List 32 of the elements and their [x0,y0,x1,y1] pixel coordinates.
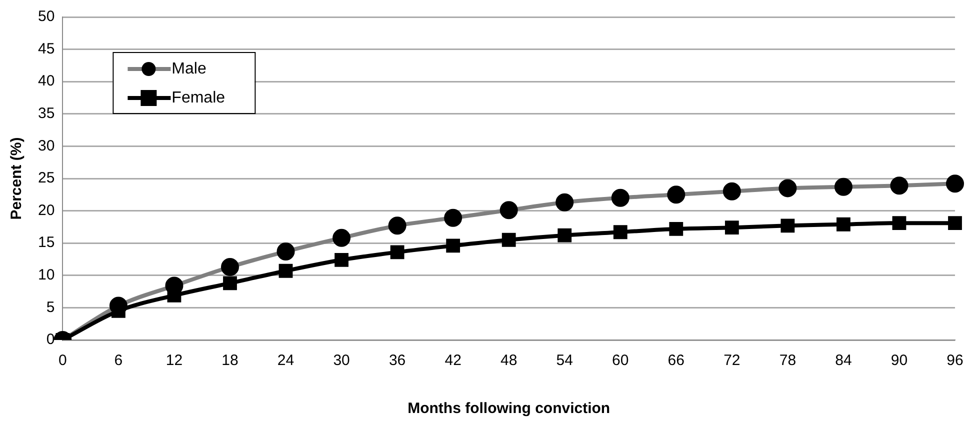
y-tick-label: 45 [38,40,55,58]
x-tick-label: 36 [388,352,406,370]
legend-label: Male [172,60,206,78]
x-tick-label: 6 [114,352,123,370]
x-tick-label: 66 [668,352,684,370]
x-tick-label: 42 [444,352,462,370]
x-tick-label: 30 [333,352,350,370]
x-tick-label: 24 [277,352,294,370]
x-tick-label: 18 [222,352,238,370]
x-tick-label: 60 [612,352,629,370]
y-tick-label: 35 [38,105,55,122]
x-tick-label: 54 [556,352,573,370]
x-tick-label: 78 [779,352,796,370]
x-tick-label: 72 [724,352,740,370]
x-tick-label: 0 [58,352,67,370]
x-axis-title: Months following conviction [408,400,610,418]
y-tick-label: 50 [38,8,55,26]
x-tick-label: 84 [835,352,852,370]
y-tick-label: 20 [38,202,55,219]
legend-label: Female [172,89,226,106]
y-tick-label: 5 [46,298,55,316]
x-tick-label: 48 [500,352,518,370]
y-tick-label: 25 [38,170,55,187]
y-axis-title: Percent (%) [8,137,26,220]
y-tick-label: 15 [38,234,55,252]
x-tick-label: 90 [890,352,908,370]
x-tick-label: 12 [166,352,183,370]
y-tick-label: 0 [46,331,55,348]
x-tick-label: 96 [946,352,964,370]
y-tick-label: 10 [38,266,55,284]
y-tick-label: 30 [38,137,55,154]
y-tick-label: 40 [38,72,55,90]
